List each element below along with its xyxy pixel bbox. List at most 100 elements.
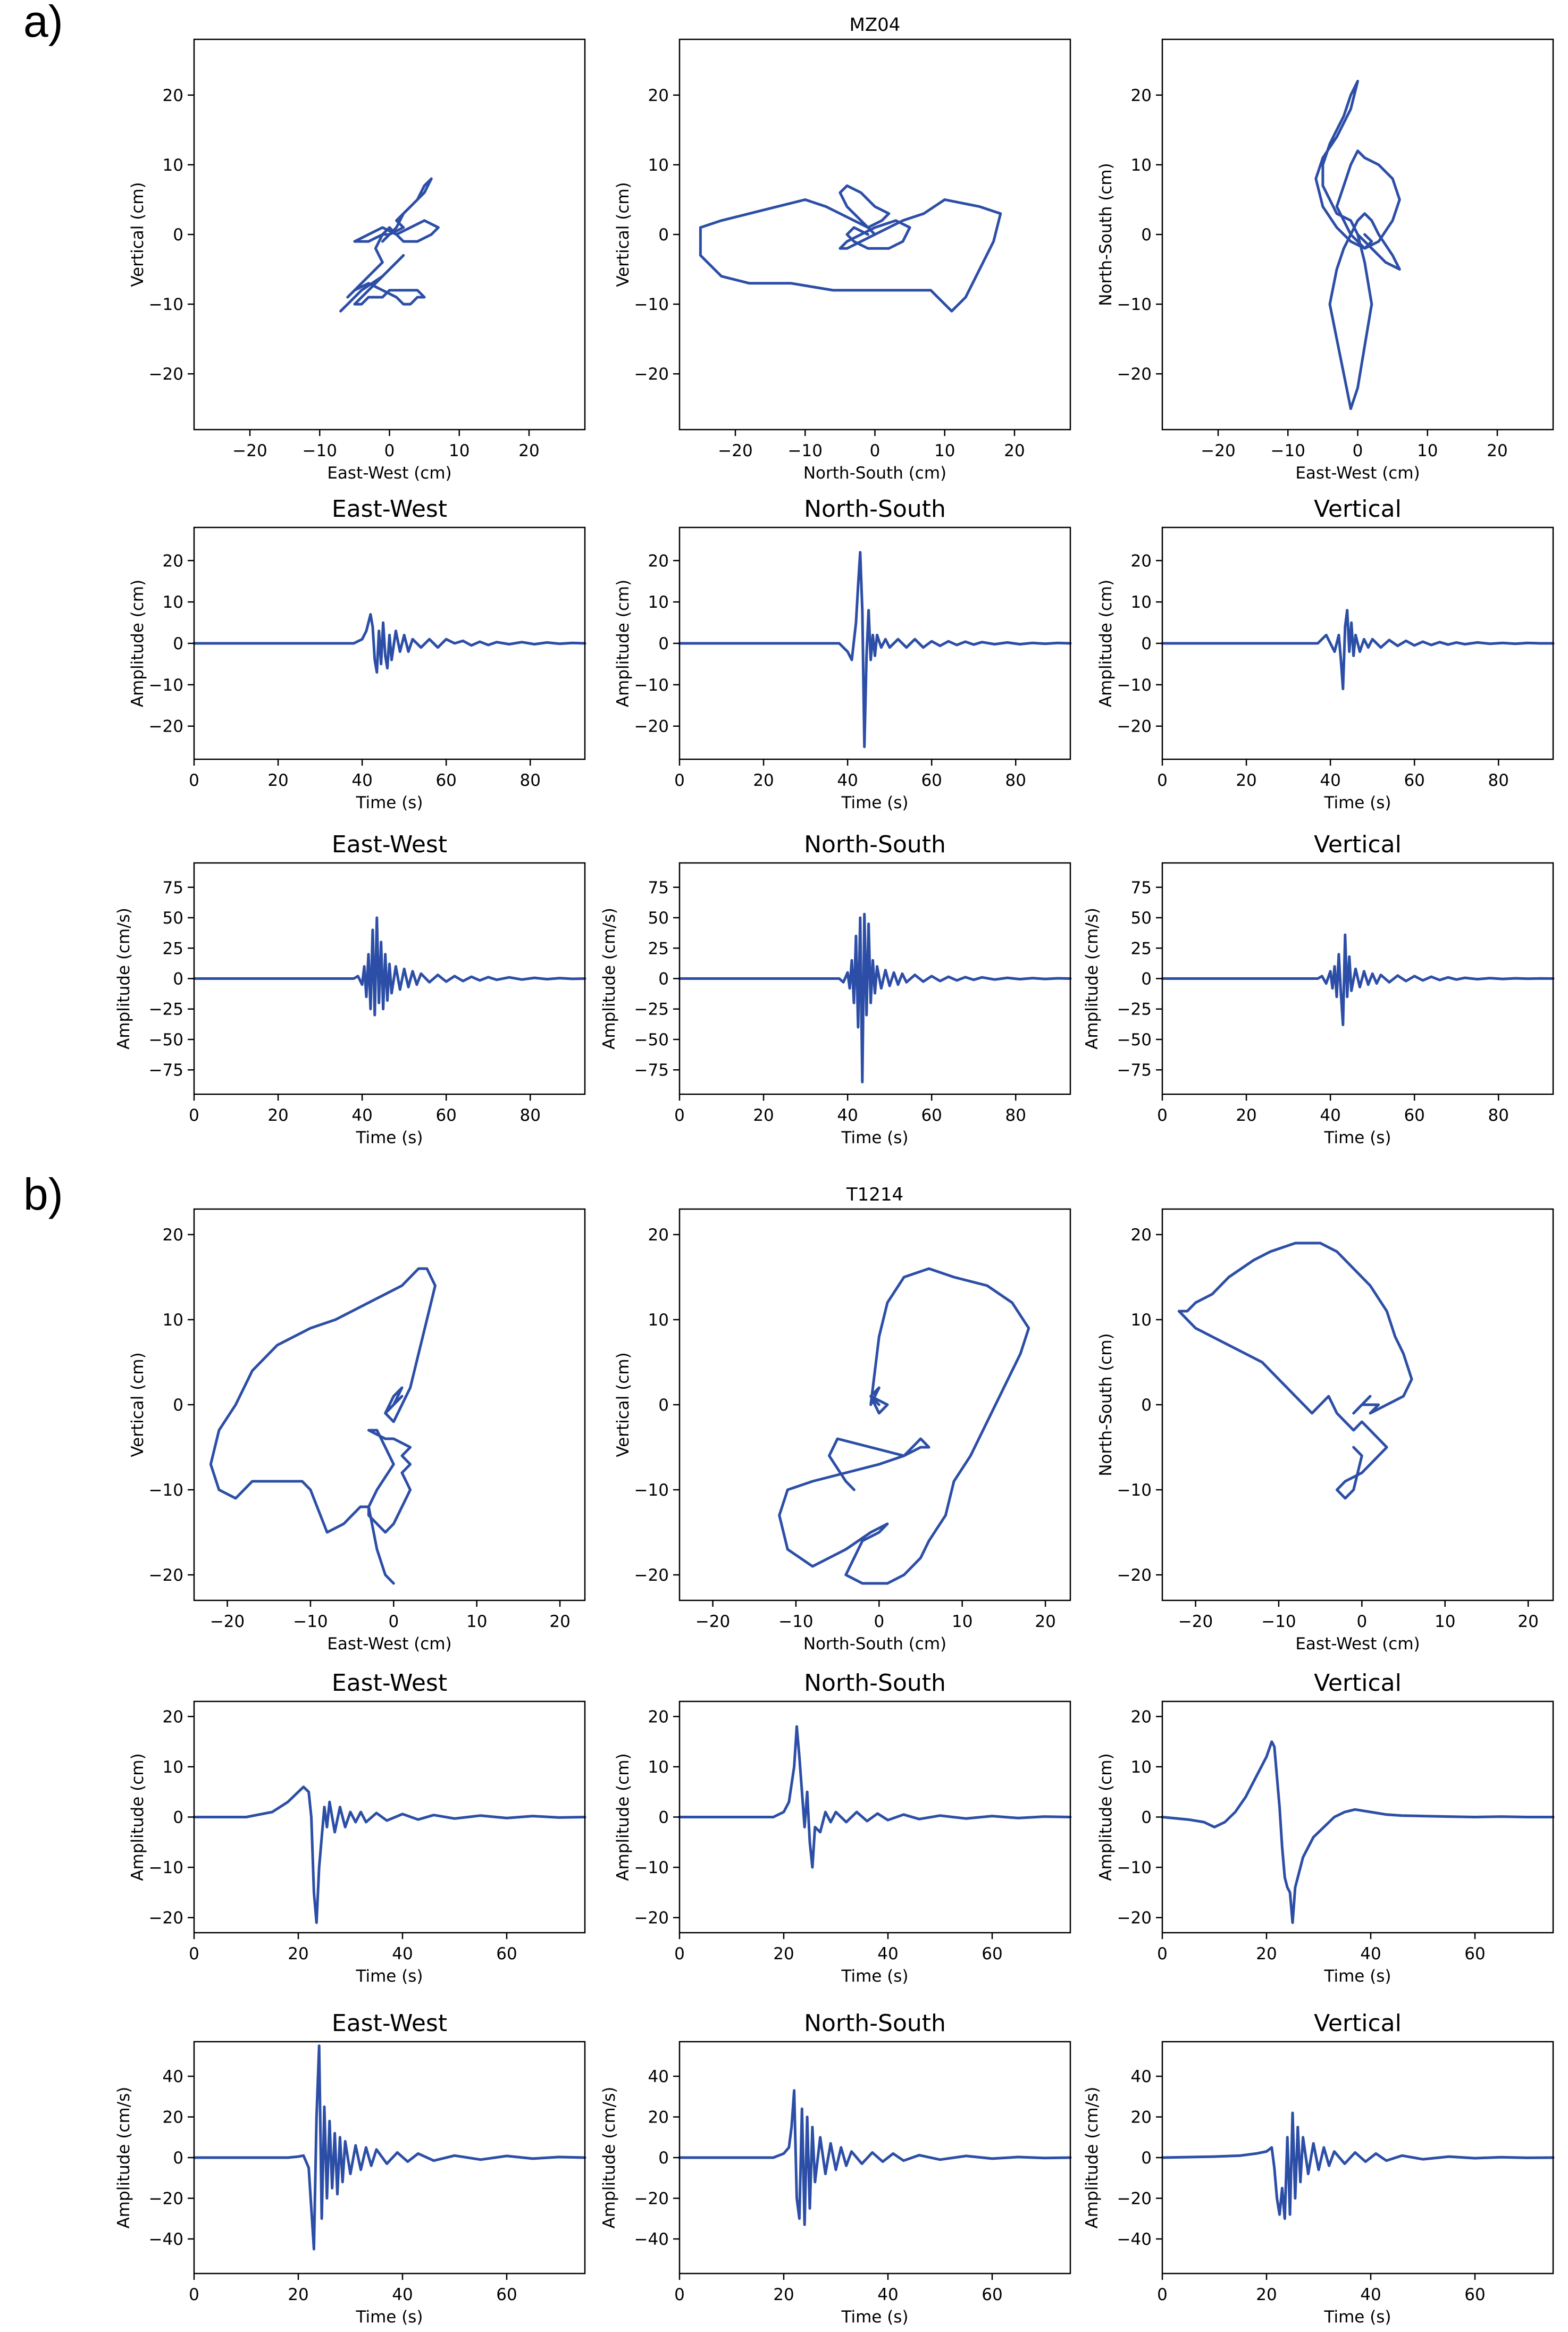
x-tick-label: 60 [496, 1944, 517, 1964]
y-axis-label: Amplitude (cm) [1096, 580, 1116, 707]
axes-frame [1161, 1208, 1554, 1601]
x-tick-label: 0 [1356, 1612, 1367, 1631]
series-line-0 [339, 177, 440, 313]
chart-title: North-South [804, 496, 946, 523]
chart-a-2-3: 0 20 40 60 80 −20 −10 0 10 20 Time (s) Amplitude (c… [1096, 496, 1555, 812]
x-tick-label: 20 [288, 1944, 308, 1964]
y-tick-label: −20 [149, 717, 183, 736]
x-tick-label: −10 [293, 1612, 328, 1631]
chart-a-3-2: 0 20 40 60 80 −75 −50 −25 0 25 50 75 Time (s) Amplitu… [600, 831, 1072, 1147]
x-tick-label: 0 [1157, 2285, 1168, 2304]
y-tick-label: −20 [634, 717, 669, 736]
y-tick-label: −20 [1117, 1909, 1152, 1928]
x-tick-label: 20 [518, 441, 539, 460]
x-tick-label: 60 [496, 2285, 517, 2304]
x-tick-label: 10 [1417, 441, 1438, 460]
y-axis-label: Amplitude (cm) [128, 1753, 147, 1881]
chart-title: Vertical [1314, 496, 1402, 523]
series-line-0 [699, 184, 1002, 313]
chart-b-1-2: −20 −10 0 10 20 −20 −10 0 10 20 North-South (cm) Ve… [614, 1184, 1071, 1654]
y-axis-label: Amplitude (cm) [614, 1753, 633, 1881]
x-tick-label: 20 [1004, 441, 1025, 460]
y-tick-label: −20 [1117, 365, 1152, 384]
series-line-0 [678, 551, 1072, 749]
y-tick-label: 20 [163, 2108, 183, 2127]
x-tick-label: 20 [1256, 2285, 1277, 2304]
y-tick-label: 20 [1131, 86, 1152, 105]
x-tick-label: 40 [392, 1944, 413, 1964]
x-tick-label: 0 [189, 771, 199, 790]
x-axis-label: Time (s) [841, 1967, 908, 1986]
y-tick-label: 20 [163, 86, 183, 105]
y-tick-label: 0 [1141, 634, 1152, 653]
y-axis-label: Vertical (cm) [614, 1352, 633, 1457]
x-axis-label: Time (s) [841, 1128, 908, 1147]
y-tick-label: −20 [1117, 2189, 1152, 2208]
chart-title: East-West [332, 831, 447, 858]
y-tick-label: 25 [648, 939, 669, 958]
x-tick-label: 80 [520, 1106, 541, 1125]
x-tick-label: 10 [934, 441, 955, 460]
series-line-0 [1161, 1740, 1555, 1924]
y-tick-label: −75 [634, 1061, 669, 1080]
x-tick-label: −10 [303, 441, 337, 460]
x-tick-label: 0 [1157, 1106, 1168, 1125]
x-tick-label: −20 [1178, 1612, 1213, 1631]
y-tick-label: 50 [163, 909, 183, 928]
y-tick-label: 20 [648, 551, 669, 571]
y-tick-label: −50 [149, 1030, 183, 1050]
y-axis-label: Amplitude (cm) [1096, 1753, 1116, 1881]
x-tick-label: 40 [877, 1944, 898, 1964]
panel-label-b: b) [23, 1169, 63, 1219]
x-tick-label: 10 [466, 1612, 487, 1631]
x-tick-label: 20 [1256, 1944, 1277, 1964]
x-tick-label: 60 [435, 771, 456, 790]
y-tick-label: 75 [163, 878, 183, 897]
x-tick-label: 0 [674, 1944, 685, 1964]
y-tick-label: 20 [1131, 2108, 1152, 2127]
y-tick-label: −20 [149, 1909, 183, 1928]
y-tick-label: 0 [658, 1396, 669, 1415]
y-tick-label: 20 [1131, 1707, 1152, 1726]
series-line-0 [778, 1267, 1030, 1585]
y-tick-label: 10 [1131, 1311, 1152, 1330]
x-tick-label: −10 [1261, 1612, 1296, 1631]
y-tick-label: 20 [163, 1226, 183, 1245]
x-tick-label: 40 [1360, 2285, 1381, 2304]
y-tick-label: 25 [163, 939, 183, 958]
y-tick-label: 0 [658, 225, 669, 245]
y-tick-label: −25 [1117, 1000, 1152, 1019]
y-tick-label: −25 [634, 1000, 669, 1019]
y-tick-label: 0 [173, 970, 183, 989]
x-axis-label: East-West (cm) [1295, 464, 1420, 483]
chart-title: MZ04 [850, 14, 901, 36]
y-tick-label: −10 [634, 1858, 669, 1877]
y-tick-label: 10 [163, 156, 183, 175]
x-tick-label: 0 [870, 441, 881, 460]
x-tick-label: 0 [674, 771, 685, 790]
x-tick-label: 20 [267, 1106, 288, 1125]
chart-title: Vertical [1314, 831, 1402, 858]
chart-a-2-1: 0 20 40 60 80 −20 −10 0 10 20 Time (s) Amplitude (c… [128, 496, 586, 812]
y-axis-label: Amplitude (cm) [614, 580, 633, 707]
x-tick-label: −20 [718, 441, 752, 460]
chart-b-1-3: −20 −10 0 10 20 −20 −10 0 10 20 East-West (cm) Nort… [1096, 1208, 1554, 1654]
y-axis-label: North-South (cm) [1096, 163, 1116, 306]
y-tick-label: 20 [648, 1226, 669, 1245]
x-tick-label: 60 [1404, 1106, 1424, 1125]
y-tick-label: −20 [1117, 717, 1152, 736]
y-tick-label: 25 [1131, 939, 1152, 958]
series-line-0 [209, 1267, 437, 1585]
y-tick-label: −40 [149, 2230, 183, 2249]
chart-title: T1214 [846, 1184, 903, 1205]
y-tick-label: −10 [1117, 295, 1152, 314]
x-tick-label: 60 [982, 2285, 1002, 2304]
x-tick-label: 0 [1353, 441, 1363, 460]
y-tick-label: −20 [634, 1566, 669, 1585]
chart-b-3-3: 0 20 40 60 −40 −20 0 20 40 Time (s) Amplitude (cm/… [1083, 2010, 1555, 2327]
x-axis-label: Time (s) [355, 1967, 423, 1986]
chart-b-3-1: 0 20 40 60 −40 −20 0 20 40 Time (s) Amplitude (cm/… [114, 2010, 586, 2327]
x-tick-label: 80 [520, 771, 541, 790]
y-tick-label: 50 [648, 909, 669, 928]
